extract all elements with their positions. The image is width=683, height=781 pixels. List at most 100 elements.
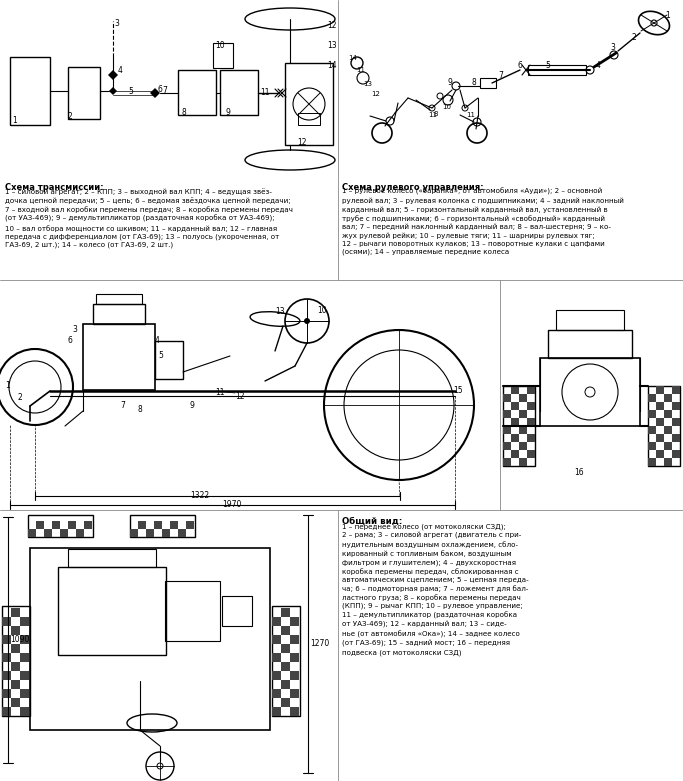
Text: 12: 12 [327,21,337,30]
Bar [527,450,535,458]
Bar [162,529,170,537]
Text: Общий вид:: Общий вид: [342,517,402,526]
Bar [290,635,299,644]
Circle shape [304,318,310,324]
Text: 6: 6 [158,85,163,94]
Bar [138,521,146,529]
Text: 6: 6 [518,61,523,70]
Text: Схема трансмиссии:: Схема трансмиссии: [5,183,104,192]
Bar [290,671,299,680]
Bar [2,635,11,644]
Bar [290,617,299,626]
Bar [672,434,680,442]
Bar [154,521,162,529]
Text: 2: 2 [632,33,637,42]
Text: 6: 6 [68,336,73,345]
Bar [68,67,100,119]
Text: Схема рулевого управления:: Схема рулевого управления: [342,183,484,192]
Bar [93,304,145,324]
Bar [664,410,672,418]
Text: 1: 1 [5,381,10,390]
Text: 13: 13 [363,81,372,87]
Bar [298,113,320,125]
Bar [664,426,672,434]
Text: 5: 5 [128,87,133,96]
Bar [648,458,656,466]
Text: 7: 7 [162,86,167,95]
Text: 9: 9 [190,401,195,410]
Bar [28,515,93,537]
Bar [519,458,527,466]
Bar [511,450,519,458]
Bar [503,386,535,466]
Bar [664,458,672,466]
Text: 4: 4 [596,61,601,70]
Polygon shape [108,70,118,80]
Bar [20,653,29,662]
Text: 8: 8 [137,405,142,414]
Bar [11,662,20,671]
Bar [511,402,519,410]
Bar [170,521,178,529]
Bar [10,57,50,125]
Bar [556,310,624,330]
Text: 11: 11 [356,67,365,73]
Text: 8: 8 [434,111,438,117]
Bar [503,426,511,434]
Bar [290,653,299,662]
Bar [648,442,656,450]
Bar [83,324,155,390]
Bar [11,626,20,635]
Bar [11,680,20,689]
Bar [36,521,44,529]
Text: 16: 16 [574,468,584,477]
Bar [290,689,299,698]
Bar [281,608,290,617]
Bar [20,617,29,626]
Text: 4: 4 [118,66,123,75]
Text: 11: 11 [428,112,437,118]
Bar [28,529,36,537]
Bar [648,410,656,418]
Bar [272,653,281,662]
Bar [285,63,333,145]
Bar [290,707,299,716]
Bar [519,394,527,402]
Bar [222,596,252,626]
Text: 13: 13 [275,307,285,316]
Bar [511,418,519,426]
Text: 9: 9 [447,78,452,87]
Text: 12: 12 [297,138,307,147]
Text: 7: 7 [120,401,125,410]
Bar [130,515,195,537]
Text: 1322: 1322 [191,491,210,500]
Text: 10: 10 [215,41,225,50]
Bar [656,450,664,458]
Bar [11,608,20,617]
Text: 4: 4 [155,336,160,345]
Text: 10: 10 [317,306,326,315]
Text: 12: 12 [235,392,245,401]
Bar [2,617,11,626]
Bar [20,707,29,716]
Bar [146,529,154,537]
Bar [511,434,519,442]
Bar [664,442,672,450]
Bar [155,341,183,379]
Bar [272,606,300,716]
Text: 5: 5 [545,61,550,70]
Bar [30,548,270,730]
Bar [2,707,11,716]
Polygon shape [150,88,160,98]
Bar [68,521,76,529]
Bar [648,386,680,466]
Bar [664,394,672,402]
Text: 1 – переднее колесо (от мотоколяски СЗД);
2 – рама; 3 – силовой агрегат (двигате: 1 – переднее колесо (от мотоколяски СЗД)… [342,523,529,656]
Text: 1 – рулевое колесо («баранка», от автомобиля «Ауди»); 2 – основной
рулевой вал; : 1 – рулевое колесо («баранка», от автомо… [342,188,624,255]
Bar [220,70,258,115]
Text: 11: 11 [260,88,270,97]
Bar [503,410,511,418]
Bar [20,671,29,680]
Text: 3: 3 [72,325,77,334]
Bar [213,43,233,68]
